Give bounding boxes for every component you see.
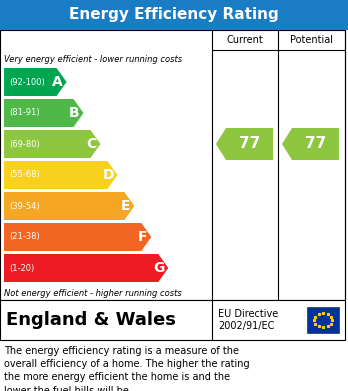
Polygon shape: [282, 128, 339, 160]
Bar: [307, 307, 339, 333]
Polygon shape: [4, 161, 117, 189]
Bar: [0, 30, 345, 300]
Text: C: C: [86, 137, 97, 151]
Text: (1-20): (1-20): [9, 264, 34, 273]
Text: (39-54): (39-54): [9, 201, 40, 210]
Text: E: E: [121, 199, 130, 213]
Text: (21-38): (21-38): [9, 233, 40, 242]
Text: D: D: [103, 168, 114, 182]
Bar: [0, 0, 348, 30]
Polygon shape: [4, 254, 168, 282]
Polygon shape: [4, 223, 151, 251]
Text: England & Wales: England & Wales: [6, 311, 176, 329]
Text: (69-80): (69-80): [9, 140, 40, 149]
Text: F: F: [137, 230, 147, 244]
Text: G: G: [153, 261, 165, 275]
Bar: [0, 300, 345, 340]
Text: B: B: [69, 106, 80, 120]
Text: (55-68): (55-68): [9, 170, 40, 179]
Polygon shape: [4, 192, 134, 220]
Text: Very energy efficient - lower running costs: Very energy efficient - lower running co…: [4, 54, 182, 63]
Polygon shape: [4, 99, 84, 127]
Text: Current: Current: [227, 35, 263, 45]
Text: A: A: [52, 75, 63, 89]
Text: The energy efficiency rating is a measure of the
overall efficiency of a home. T: The energy efficiency rating is a measur…: [4, 346, 250, 391]
Polygon shape: [216, 128, 273, 160]
Text: Energy Efficiency Rating: Energy Efficiency Rating: [69, 7, 279, 23]
Polygon shape: [4, 68, 66, 96]
Polygon shape: [4, 130, 101, 158]
Text: (81-91): (81-91): [9, 108, 40, 118]
Text: Potential: Potential: [290, 35, 333, 45]
Text: (92-100): (92-100): [9, 77, 45, 86]
Text: Not energy efficient - higher running costs: Not energy efficient - higher running co…: [4, 289, 182, 298]
Text: 77: 77: [305, 136, 326, 151]
Text: EU Directive
2002/91/EC: EU Directive 2002/91/EC: [218, 309, 278, 331]
Text: 77: 77: [239, 136, 260, 151]
